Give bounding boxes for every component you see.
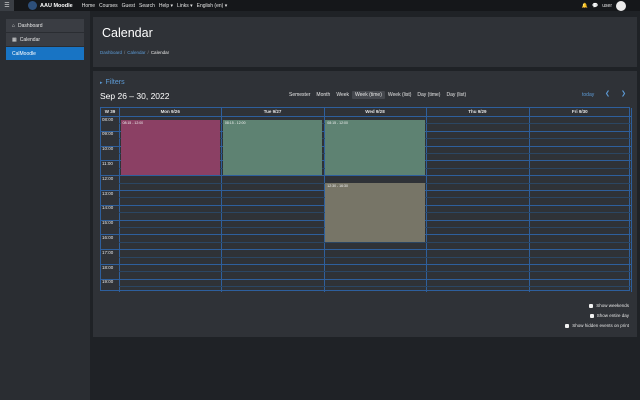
nav-link-help[interactable]: Help ▾ xyxy=(158,2,174,9)
nav-link-search[interactable]: Search xyxy=(139,2,155,9)
option-label: Show entire day xyxy=(596,313,629,318)
checkbox[interactable] xyxy=(565,323,570,328)
view-button-semester[interactable]: Semester xyxy=(289,92,311,98)
chevron-left-icon[interactable]: ❮ xyxy=(605,91,611,97)
filters-label: Filters xyxy=(105,79,125,86)
time-label: 09:00 xyxy=(102,131,114,137)
date-range-title: Sep 26 – 30, 2022 xyxy=(100,91,170,101)
calendar-event[interactable]: 08:15 - 12:00 xyxy=(222,119,323,176)
breadcrumb-item[interactable]: Calendar xyxy=(127,50,146,55)
sidebar-item-label: Dashboard xyxy=(18,22,43,29)
sidebar-item-calmoodle[interactable]: CalMoodle xyxy=(6,47,84,61)
view-button-day-list[interactable]: Day (list) xyxy=(446,92,467,98)
home-icon: ⌂ xyxy=(12,22,16,29)
grid-hour-line xyxy=(101,249,631,251)
today-button[interactable]: today xyxy=(582,92,595,98)
breadcrumb: Dashboard / Calendar / Calendar xyxy=(100,50,169,55)
chat-icon[interactable]: 💬 xyxy=(592,2,599,9)
grid-column-divider xyxy=(119,108,120,292)
calendar-event[interactable]: 08:15 - 12:00 xyxy=(120,119,220,176)
view-button-week-time[interactable]: Week (time) xyxy=(352,91,385,99)
breadcrumb-item: Calendar xyxy=(150,50,170,55)
grid-hour-line xyxy=(101,264,631,265)
checkbox[interactable] xyxy=(589,303,594,308)
sidebar: ⌂ Dashboard ▦ Calendar CalMoodle xyxy=(0,11,90,400)
breadcrumb-separator: / xyxy=(124,50,126,55)
calendar-icon: ▦ xyxy=(12,36,17,43)
grid-half-hour-line xyxy=(119,286,631,288)
calendar-event[interactable]: 12:30 - 16:30 xyxy=(325,182,425,242)
sidebar-item-label: Calendar xyxy=(19,36,41,43)
day-header: Wed 9/28 xyxy=(365,109,385,114)
option-label: Show weekends xyxy=(596,303,629,308)
sidebar-item-calendar[interactable]: ▦ Calendar xyxy=(6,33,84,47)
breadcrumb-separator: / xyxy=(147,50,149,55)
chevron-right-icon: ▸ xyxy=(100,79,103,86)
grid-header-divider xyxy=(101,116,631,117)
time-label: 10:00 xyxy=(102,146,114,152)
time-label: 11:00 xyxy=(102,160,113,166)
calendar-event[interactable]: 08:15 - 12:00 xyxy=(325,119,425,176)
day-header: Mon 9/26 xyxy=(160,109,180,114)
breadcrumb-item[interactable]: Dashboard xyxy=(100,50,123,55)
option-show-weekends[interactable]: Show weekends xyxy=(589,303,629,308)
chevron-right-icon[interactable]: ❯ xyxy=(621,91,627,97)
view-switcher: Semester Month Week Week (time) Week (list) D… xyxy=(286,91,469,99)
calendar-panel: ▸ Filters Sep 26 – 30, 2022 Semester Mont… xyxy=(93,71,637,337)
day-header: Tue 9/27 xyxy=(263,109,282,114)
time-label: 15:00 xyxy=(102,220,114,226)
view-button-day-time[interactable]: Day (time) xyxy=(417,92,441,98)
page-header: Calendar Dashboard / Calendar / Calendar xyxy=(93,17,637,67)
grid-column-divider xyxy=(221,108,223,292)
time-label: 16:00 xyxy=(102,234,114,240)
grid-column-divider xyxy=(528,108,530,292)
option-show-entire-day[interactable]: Show entire day xyxy=(589,313,629,318)
main-content: Calendar Dashboard / Calendar / Calendar ▸ F… xyxy=(90,11,640,400)
grid-hour-line xyxy=(101,175,631,177)
nav-link-guest[interactable]: Guest xyxy=(121,2,136,9)
nav-link-courses[interactable]: Courses xyxy=(99,2,118,9)
option-show-hidden-events-on-print[interactable]: Show hidden events on print xyxy=(565,323,629,328)
time-label: 18:00 xyxy=(102,264,114,270)
time-label: 17:00 xyxy=(102,249,114,255)
grid-hour-line xyxy=(101,278,631,280)
time-label: 19:00 xyxy=(102,279,114,285)
nav-link-links[interactable]: Links ▾ xyxy=(177,2,193,9)
bell-icon[interactable]: 🔔 xyxy=(581,2,589,9)
nav-link-english-en-[interactable]: English (en) ▾ xyxy=(196,2,228,9)
option-label: Show hidden events on print xyxy=(572,323,629,328)
week-number: W 39 xyxy=(104,109,116,114)
view-button-month[interactable]: Month xyxy=(316,92,331,98)
day-header: Fri 9/30 xyxy=(571,109,588,114)
grid-column-divider xyxy=(631,108,632,292)
grid-half-hour-line xyxy=(119,271,631,273)
hamburger-icon[interactable]: ☰ xyxy=(0,0,14,11)
grid-half-hour-line xyxy=(119,241,631,243)
page-title: Calendar xyxy=(102,26,153,40)
filters-toggle[interactable]: ▸ Filters xyxy=(100,79,125,86)
sidebar-item-dashboard[interactable]: ⌂ Dashboard xyxy=(6,19,84,33)
time-label: 12:00 xyxy=(102,175,114,181)
top-navbar: ☰ AAU Moodle Home Courses Guest Search Help … xyxy=(0,0,640,11)
view-button-week[interactable]: Week xyxy=(336,92,350,98)
grid-half-hour-line xyxy=(119,256,631,258)
day-header: Thu 9/29 xyxy=(468,109,487,114)
sidebar-item-label: CalMoodle xyxy=(12,50,36,57)
site-logo[interactable] xyxy=(28,1,37,10)
user-name[interactable]: user xyxy=(602,2,612,9)
time-label: 08:00 xyxy=(102,116,114,122)
site-brand[interactable]: AAU Moodle xyxy=(40,2,73,9)
grid-column-divider xyxy=(426,108,428,292)
grid-column-divider xyxy=(323,108,325,292)
checkbox[interactable] xyxy=(589,313,594,318)
week-time-grid: W 39 Mon 9/26 Tue 9/27 Wed 9/28 Thu 9/29 Fri … xyxy=(100,107,632,292)
nav-link-home[interactable]: Home xyxy=(81,2,96,9)
time-label: 14:00 xyxy=(102,205,114,211)
view-button-week-list[interactable]: Week (list) xyxy=(387,92,412,98)
avatar[interactable] xyxy=(616,0,626,11)
time-label: 13:00 xyxy=(102,190,114,196)
